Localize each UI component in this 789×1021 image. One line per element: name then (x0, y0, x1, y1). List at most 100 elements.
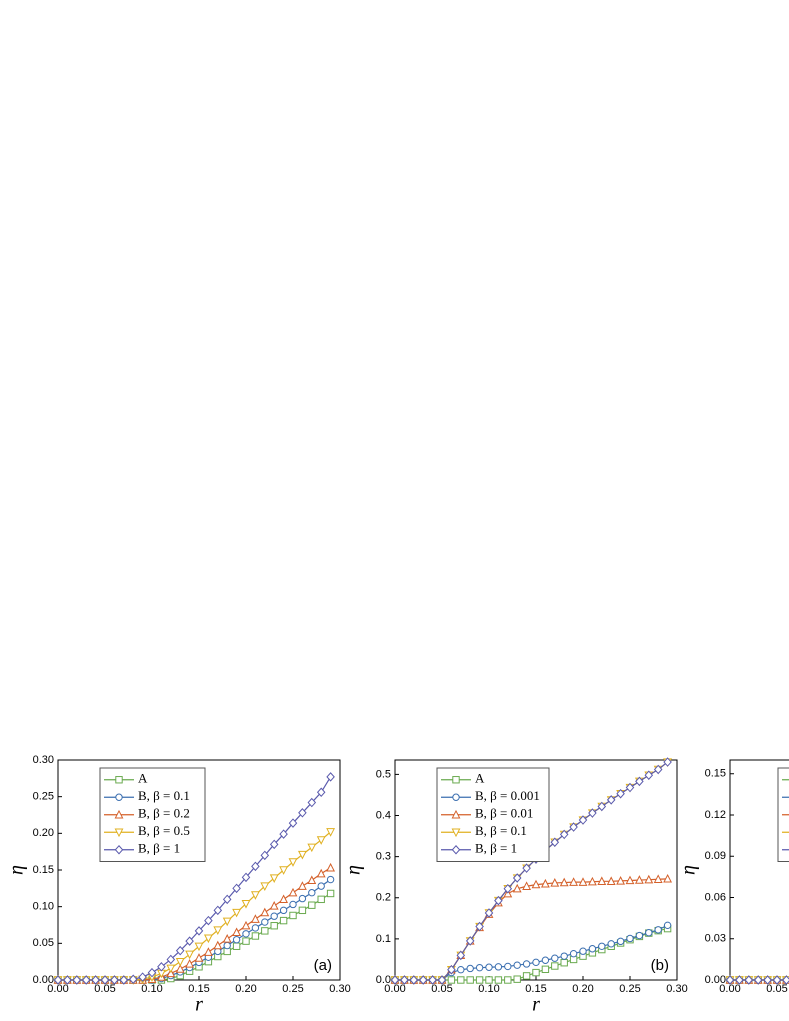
legend-label: B, β = 0.001 (475, 788, 540, 803)
marker (298, 894, 307, 903)
marker (185, 958, 195, 968)
marker (326, 889, 335, 898)
marker (241, 920, 251, 930)
marker (560, 952, 568, 960)
x-axis-label: r (532, 994, 540, 1016)
marker (466, 964, 474, 973)
marker (110, 975, 119, 985)
marker (504, 976, 512, 984)
marker (279, 906, 288, 915)
plot-frame (729, 759, 789, 981)
marker (63, 975, 72, 985)
marker (115, 793, 123, 801)
marker (232, 942, 241, 950)
marker (269, 839, 279, 850)
y-tick-label: 0.15 (705, 768, 726, 780)
marker (625, 782, 635, 793)
marker (645, 929, 653, 937)
marker (260, 850, 270, 861)
marker (616, 788, 625, 799)
x-tick-label: 0.05 (431, 983, 452, 995)
marker (587, 876, 597, 886)
marker (289, 911, 297, 920)
marker (242, 930, 250, 938)
marker (128, 974, 138, 985)
legend-label: B, β = 0.2 (138, 806, 190, 821)
marker (194, 926, 204, 936)
marker (644, 874, 654, 884)
marker (138, 972, 147, 982)
marker (763, 975, 772, 985)
marker (251, 861, 260, 872)
marker (213, 940, 223, 950)
legend-label: A (138, 771, 148, 786)
marker (279, 894, 289, 904)
marker (578, 815, 588, 825)
marker (744, 975, 754, 985)
marker (512, 873, 522, 883)
marker (654, 926, 662, 934)
y-tick-label: 0.00 (705, 974, 726, 986)
marker (241, 900, 251, 909)
series-line (58, 867, 331, 981)
series-line (395, 878, 668, 981)
marker (72, 975, 82, 985)
marker (522, 863, 531, 873)
legend-label: B, β = 0.1 (138, 788, 190, 803)
marker (269, 901, 279, 910)
y-tick-label: 0.10 (33, 901, 54, 913)
marker (390, 975, 400, 985)
panel-label: (b) (651, 957, 669, 974)
marker (475, 976, 484, 984)
marker (494, 895, 503, 906)
marker (100, 975, 110, 985)
marker (428, 975, 437, 985)
marker (475, 963, 484, 972)
marker (484, 908, 494, 918)
marker (447, 976, 456, 984)
marker (81, 975, 91, 985)
marker (560, 959, 568, 967)
marker (606, 795, 616, 805)
marker (114, 845, 124, 855)
marker (466, 976, 474, 984)
y-tick-label: 0.2 (376, 892, 391, 904)
marker (606, 876, 616, 886)
marker (119, 975, 129, 985)
legend-label: A (475, 771, 485, 786)
marker (114, 809, 124, 819)
marker (735, 975, 744, 985)
marker (166, 964, 176, 974)
marker (513, 975, 521, 983)
marker (559, 829, 569, 840)
marker (569, 877, 579, 886)
marker (532, 958, 540, 967)
marker (451, 845, 461, 855)
legend-label: B, β = 0.5 (138, 823, 190, 838)
marker (222, 894, 232, 905)
x-tick-label: 0.15 (188, 983, 209, 995)
marker (175, 957, 185, 967)
marker (598, 942, 606, 950)
x-tick-label: 0.10 (478, 983, 499, 995)
marker (452, 776, 460, 784)
marker (232, 883, 241, 894)
x-tick-label: 0.05 (766, 983, 787, 995)
marker (569, 822, 578, 832)
marker (663, 873, 673, 883)
marker (551, 954, 559, 962)
marker (261, 927, 269, 935)
marker (222, 934, 232, 943)
y-tick-label: 0.06 (705, 891, 726, 903)
marker (326, 875, 335, 884)
marker (522, 881, 532, 890)
marker (298, 906, 307, 915)
marker (409, 975, 419, 985)
marker (513, 961, 521, 969)
marker (485, 976, 493, 984)
marker (307, 875, 317, 884)
marker (326, 828, 336, 837)
marker (242, 937, 250, 945)
x-tick-label: 0.00 (384, 983, 405, 995)
